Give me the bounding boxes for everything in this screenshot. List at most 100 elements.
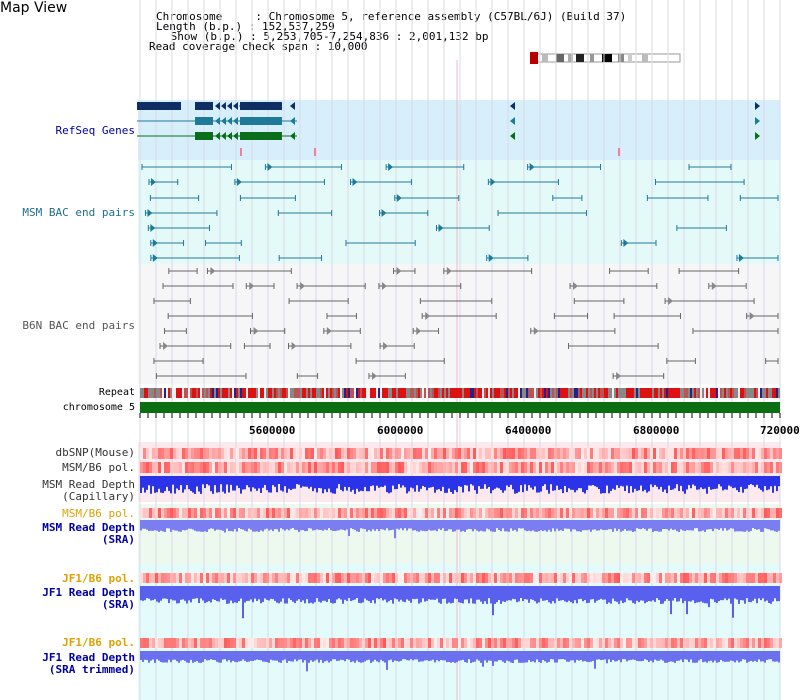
jf1-depth-trimmed-bar: [504, 651, 506, 663]
msm-depth-capillary-bar: [710, 476, 712, 490]
repeat-segment: [658, 388, 660, 398]
jf1-depth-sra-bar: [468, 586, 470, 604]
gene-mark: [240, 148, 242, 156]
dbsnp-heat: [677, 448, 680, 459]
repeat-segment: [546, 388, 548, 398]
msm-depth-capillary-bar: [664, 476, 666, 490]
repeat-segment: [758, 388, 760, 398]
gene-arrow: [215, 102, 220, 110]
msm-depth-capillary-bar: [548, 476, 550, 494]
jf1-depth-trimmed-bar: [750, 651, 752, 661]
msm-depth-sra-bar: [296, 520, 298, 530]
jf1-depth-sra-bar: [464, 586, 466, 600]
jf1-b6-pol2-heat: [227, 638, 230, 648]
repeat-segment: [694, 388, 696, 398]
repeat-segment: [634, 388, 636, 398]
ideogram-position-marker[interactable]: [530, 52, 538, 64]
msm-b6-pol-heat: [236, 462, 239, 473]
msm-depth-capillary-bar: [652, 476, 654, 488]
msm-depth-sra-bar: [762, 520, 764, 532]
chromosome-ideogram[interactable]: [528, 52, 684, 64]
jf1-depth-sra-bar: [506, 586, 508, 601]
msm-depth-sra-bar: [430, 520, 432, 531]
jf1-b6-pol-heat: [404, 573, 407, 583]
jf1-depth-trimmed-bar: [284, 651, 286, 660]
jf1-b6-pol2-heat: [560, 638, 563, 648]
jf1-depth-trimmed-bar: [740, 651, 742, 662]
jf1-depth-sra-bar: [432, 586, 434, 600]
jf1-depth-sra-bar: [586, 586, 588, 604]
jf1-b6-pol-heat: [524, 573, 527, 583]
msm-b6-pol2-heat: [509, 508, 512, 518]
jf1-depth-sra-bar: [516, 586, 518, 603]
repeat-segment: [496, 388, 498, 398]
jf1-depth-trimmed-bar: [244, 651, 246, 661]
dbsnp-heat: [452, 448, 455, 459]
jf1-depth-sra-bar: [416, 586, 418, 599]
msm-depth-capillary-bar: [626, 476, 628, 486]
repeat-segment: [558, 388, 560, 398]
dbsnp-heat: [278, 448, 281, 459]
repeat-segment: [580, 388, 582, 398]
jf1-b6-pol2-heat: [224, 638, 227, 648]
jf1-depth-trimmed-bar: [712, 651, 714, 663]
jf1-depth-trimmed-bar: [756, 651, 758, 662]
msm-depth-capillary-bar: [402, 476, 404, 486]
msm-depth-capillary-bar: [486, 476, 488, 489]
msm-b6-pol2-heat: [377, 508, 380, 518]
repeat-segment: [366, 388, 368, 398]
msm-b6-pol2-heat: [473, 508, 476, 518]
msm-bac-arrow: [529, 163, 535, 171]
jf1-b6-pol-heat: [293, 573, 296, 583]
msm-depth-capillary-bar: [470, 476, 472, 485]
b6n-bac-arrow: [446, 267, 452, 275]
jf1-b6-pol2-heat: [764, 638, 767, 648]
msm-depth-sra-bar: [576, 520, 578, 532]
msm-b6-pol-heat: [335, 462, 338, 473]
msm-depth-sra-bar: [150, 520, 152, 531]
jf1-depth-sra-bar: [194, 586, 196, 599]
jf1-depth-sra-bar: [246, 586, 248, 601]
msm-b6-pol-heat: [659, 462, 662, 473]
jf1-b6-pol2-heat: [542, 638, 545, 648]
dbsnp-heat: [611, 448, 614, 459]
msm-depth-capillary-bar: [262, 476, 264, 488]
msm-b6-pol2-heat: [566, 508, 569, 518]
msm-depth-capillary-bar: [414, 476, 416, 492]
msm-depth-capillary-bar: [354, 476, 356, 494]
repeat-segment: [576, 388, 578, 398]
repeat-segment: [224, 388, 226, 398]
dbsnp-heat: [653, 448, 656, 459]
jf1-depth-sra-bar: [298, 586, 300, 600]
msm-b6-pol-heat: [257, 462, 260, 473]
msm-b6-pol2-heat: [746, 508, 749, 518]
msm-depth-sra-bar: [378, 520, 380, 532]
msm-b6-pol2-heat: [659, 508, 662, 518]
jf1-depth-sra-bar: [502, 586, 504, 602]
jf1-b6-pol2-heat: [419, 638, 422, 648]
dbsnp-heat: [479, 448, 482, 459]
msm-depth-capillary-bar: [282, 476, 284, 492]
dbsnp-heat: [341, 448, 344, 459]
msm-b6-pol2-heat: [422, 508, 425, 518]
msm-depth-sra-bar: [362, 520, 364, 529]
msm-b6-pol2-heat: [371, 508, 374, 518]
dbsnp-heat: [455, 448, 458, 459]
msm-depth-capillary-bar: [328, 476, 330, 489]
jf1-depth-sra-bar: [510, 586, 512, 601]
dbsnp-heat: [434, 448, 437, 459]
msm-depth-capillary-bar: [188, 476, 190, 490]
repeat-segment: [206, 388, 208, 398]
jf1-depth-sra-bar: [574, 586, 576, 601]
msm-depth-sra-bar: [282, 520, 284, 530]
dbsnp-heat: [332, 448, 335, 459]
dbsnp-heat: [338, 448, 341, 459]
repeat-segment: [644, 388, 646, 398]
jf1-depth-trimmed-bar: [306, 651, 308, 672]
jf1-b6-pol2-heat: [512, 638, 515, 648]
msm-b6-pol2-heat: [674, 508, 677, 518]
jf1-depth-sra-bar: [704, 586, 706, 604]
jf1-depth-sra-bar: [164, 586, 166, 599]
msm-depth-sra-bar: [210, 520, 212, 529]
